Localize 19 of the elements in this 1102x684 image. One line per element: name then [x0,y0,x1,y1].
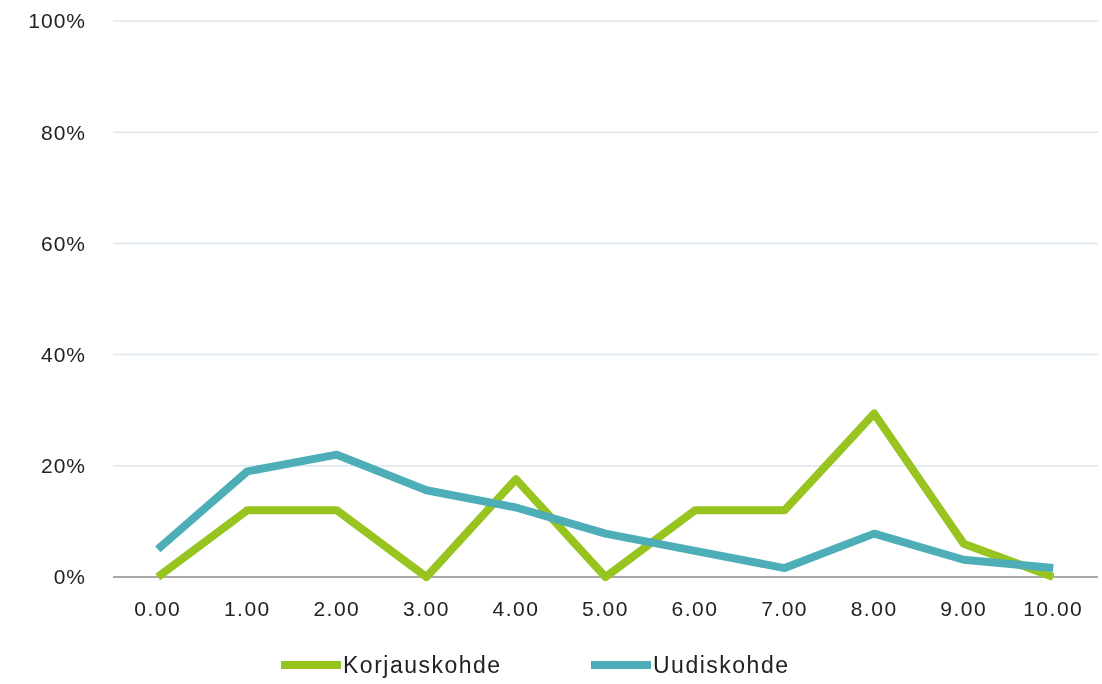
x-tick-label: 6.00 [671,597,719,620]
y-tick-label: 0% [53,565,86,589]
x-tick-label: 7.00 [761,597,809,620]
y-tick-label: 20% [40,454,86,478]
y-tick-label: 40% [40,342,86,366]
y-tick-label: 60% [40,231,86,255]
x-tick-label: 9.00 [940,597,988,620]
x-tick-label: 4.00 [492,597,540,620]
x-tick-label: 8.00 [850,597,898,620]
x-tick-label: 10.00 [1023,597,1084,620]
x-tick-label: 3.00 [402,597,450,620]
x-tick-label: 1.00 [223,597,271,620]
x-tick-label: 5.00 [582,597,629,620]
legend-label: Uudiskohde [653,652,790,679]
y-tick-label: 80% [40,120,86,144]
x-tick-label: 0.00 [134,597,182,620]
legend-label: Korjauskohde [343,652,502,679]
x-tick-label: 2.00 [313,597,361,620]
y-tick-label: 100% [28,9,86,33]
